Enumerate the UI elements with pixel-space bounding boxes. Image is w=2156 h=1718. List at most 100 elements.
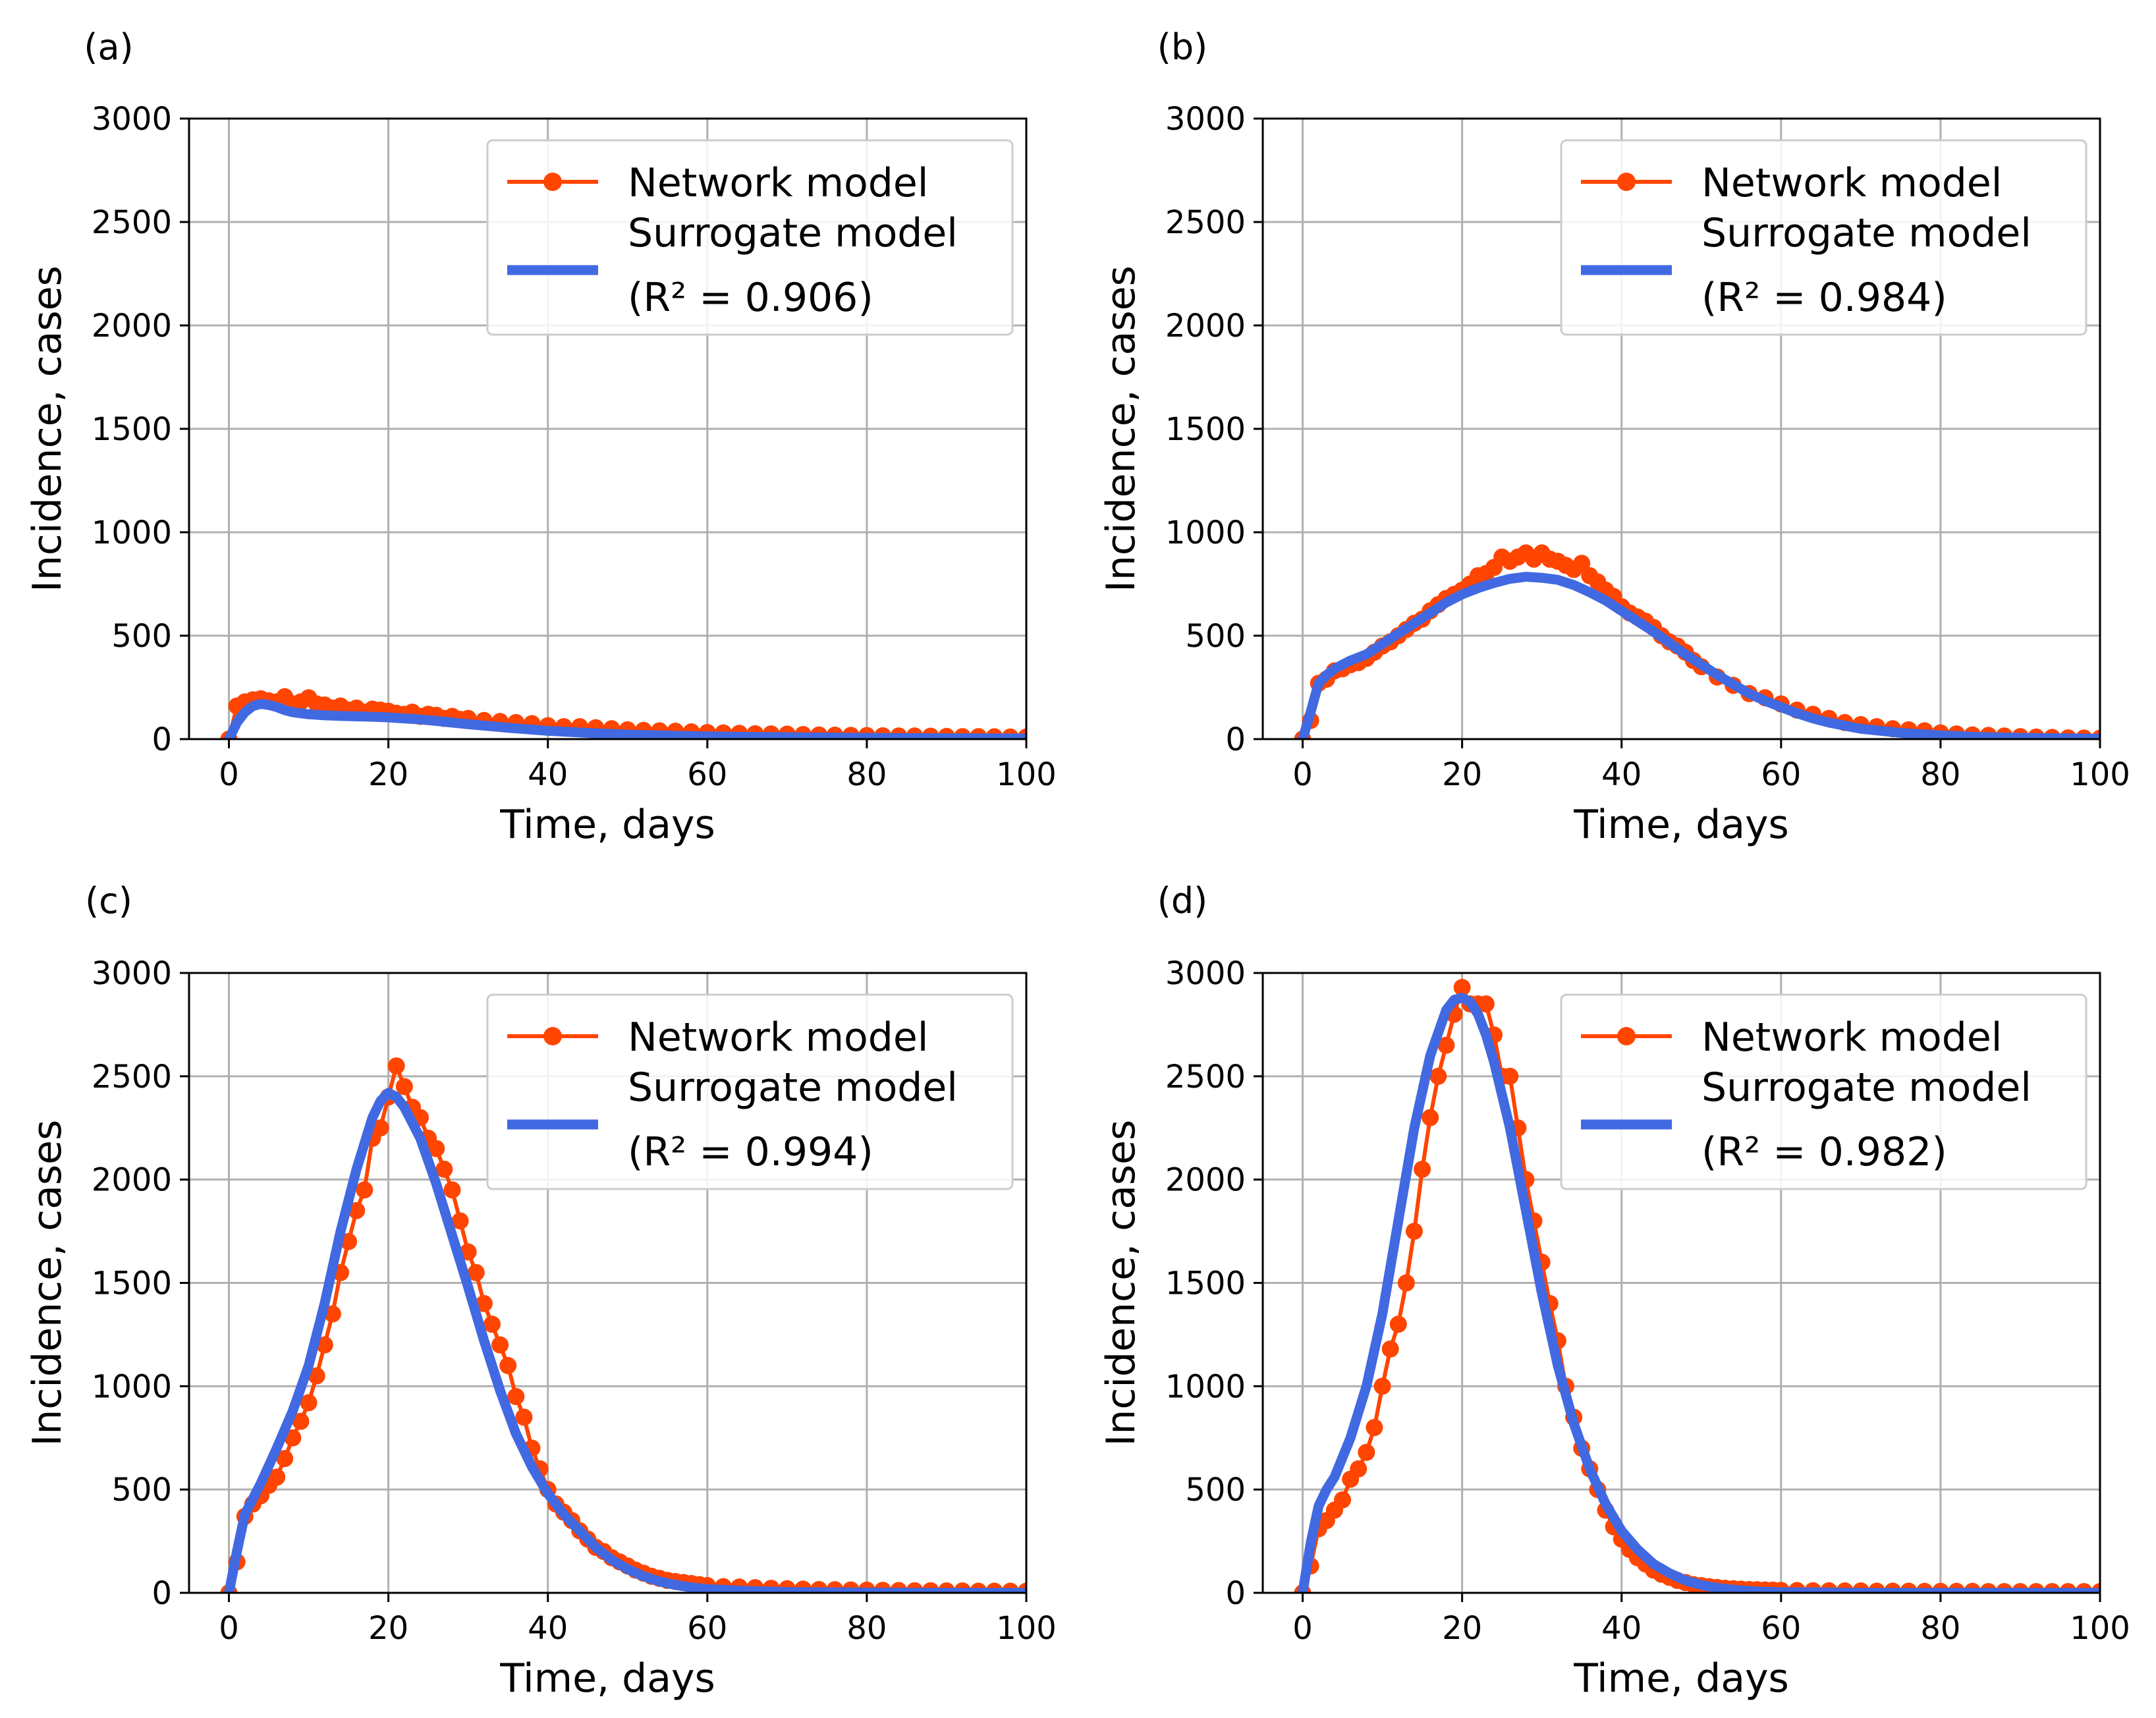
y-tick-label: 1000 <box>1165 1368 1246 1405</box>
x-axis-label: Time, days <box>499 1655 715 1702</box>
x-tick-label: 80 <box>1920 756 1960 793</box>
x-tick-label: 60 <box>1761 756 1801 793</box>
network-model-point <box>395 1078 413 1095</box>
surrogate-model-line <box>1298 993 2100 1593</box>
y-tick-label: 3000 <box>92 955 172 992</box>
network-model-point <box>1477 995 1495 1013</box>
x-tick-label: 100 <box>996 1610 1057 1647</box>
network-model-point <box>300 1394 318 1412</box>
y-tick-label: 1500 <box>1165 1265 1246 1302</box>
network-model-point <box>435 1160 453 1178</box>
y-tick-label: 2000 <box>92 1162 172 1199</box>
panel-c: (c)0 20 40 60 80 100050010001500200025003000T… <box>24 880 1057 1702</box>
legend-r2-label: (R² = 0.906) <box>628 275 873 321</box>
network-model-point <box>308 1367 325 1385</box>
legend-surrogate-label: Surrogate model <box>628 1065 958 1111</box>
network-model-point <box>451 1212 469 1230</box>
plot-area <box>1294 544 2100 739</box>
legend-network-label: Network model <box>1701 1014 2002 1061</box>
x-tick-label: 20 <box>1442 756 1482 793</box>
network-model-point <box>1350 1460 1368 1478</box>
network-model-point <box>1573 555 1591 572</box>
network-model-point <box>268 1468 286 1486</box>
x-axis-label: Time, days <box>1573 1655 1789 1702</box>
y-tick-label: 2500 <box>92 1059 172 1095</box>
x-tick-label: 100 <box>2070 756 2130 793</box>
x-tick-label: 20 <box>1442 1610 1482 1647</box>
legend-r2-label: (R² = 0.984) <box>1701 275 1947 321</box>
network-model-point <box>1501 1067 1519 1085</box>
network-model-point <box>292 1412 310 1430</box>
x-tick-label: 0 <box>219 756 239 793</box>
legend-network-marker <box>543 173 562 191</box>
legend-box <box>1560 993 2087 1190</box>
legend-network-marker <box>543 1027 562 1045</box>
surrogate-model-line <box>224 699 1026 739</box>
y-tick-label: 1500 <box>1165 411 1246 448</box>
legend-surrogate-label: Surrogate model <box>1701 1065 2032 1111</box>
plot-area <box>220 688 1026 739</box>
network-model-point <box>1389 1316 1407 1333</box>
y-tick-label: 2000 <box>92 308 172 345</box>
y-tick-label: 3000 <box>1165 101 1246 138</box>
network-model-point <box>323 1305 341 1323</box>
network-model-point <box>1381 1340 1399 1358</box>
y-tick-label: 1500 <box>92 411 172 448</box>
y-tick-label: 1000 <box>92 514 172 551</box>
x-tick-label: 40 <box>528 1610 568 1647</box>
panel-label: (a) <box>84 26 133 68</box>
network-model-point <box>356 1181 373 1199</box>
network-model-point <box>276 1450 294 1468</box>
network-model-point <box>1453 978 1471 996</box>
network-model-point <box>1422 1109 1439 1126</box>
x-tick-label: 100 <box>2070 1610 2130 1647</box>
surrogate-model-line <box>224 1088 1026 1593</box>
y-tick-label: 2000 <box>1165 1162 1246 1199</box>
network-model-point <box>1405 1223 1423 1240</box>
network-model-point <box>1373 1377 1391 1395</box>
y-tick-label: 2000 <box>1165 308 1246 345</box>
x-tick-label: 20 <box>368 1610 408 1647</box>
network-model-point <box>372 1119 389 1137</box>
x-tick-label: 20 <box>368 756 408 793</box>
y-tick-label: 1000 <box>92 1368 172 1405</box>
y-tick-label: 3000 <box>1165 955 1246 992</box>
x-tick-label: 80 <box>846 1610 887 1647</box>
y-tick-label: 2500 <box>92 204 172 241</box>
x-axis-label: Time, days <box>499 802 715 848</box>
surrogate-model-line <box>1298 572 2100 739</box>
panel-d: (d)0 20 40 60 80 100050010001500200025003000T… <box>1098 880 2130 1702</box>
legend-network-label: Network model <box>628 1014 928 1061</box>
legend-box <box>486 139 1014 336</box>
legend-box <box>1560 139 2087 336</box>
y-tick-label: 1500 <box>92 1265 172 1302</box>
legend-network-label: Network model <box>1701 160 2002 206</box>
y-tick-label: 0 <box>152 1575 172 1612</box>
legend-surrogate-label: Surrogate model <box>628 210 958 256</box>
y-tick-label: 500 <box>1185 1472 1246 1509</box>
legend-network-label: Network model <box>628 160 928 206</box>
x-tick-label: 0 <box>219 1610 239 1647</box>
y-tick-label: 0 <box>1225 721 1246 758</box>
y-tick-label: 0 <box>152 721 172 758</box>
legend-network-marker <box>1617 173 1636 191</box>
y-tick-label: 0 <box>1225 1575 1246 1612</box>
x-tick-label: 60 <box>687 1610 727 1647</box>
network-model-point <box>348 1202 366 1219</box>
y-axis-label: Incidence, cases <box>24 265 70 592</box>
network-model-point <box>387 1057 405 1075</box>
y-tick-label: 3000 <box>92 101 172 138</box>
y-tick-label: 1000 <box>1165 514 1246 551</box>
y-axis-label: Incidence, cases <box>24 1120 70 1447</box>
y-tick-label: 2500 <box>1165 204 1246 241</box>
legend-r2-label: (R² = 0.982) <box>1701 1129 1947 1175</box>
network-model-point <box>316 1336 333 1354</box>
x-tick-label: 60 <box>687 756 727 793</box>
x-tick-label: 40 <box>528 756 568 793</box>
plot-area <box>220 1057 1026 1593</box>
legend-network-marker <box>1617 1027 1636 1045</box>
